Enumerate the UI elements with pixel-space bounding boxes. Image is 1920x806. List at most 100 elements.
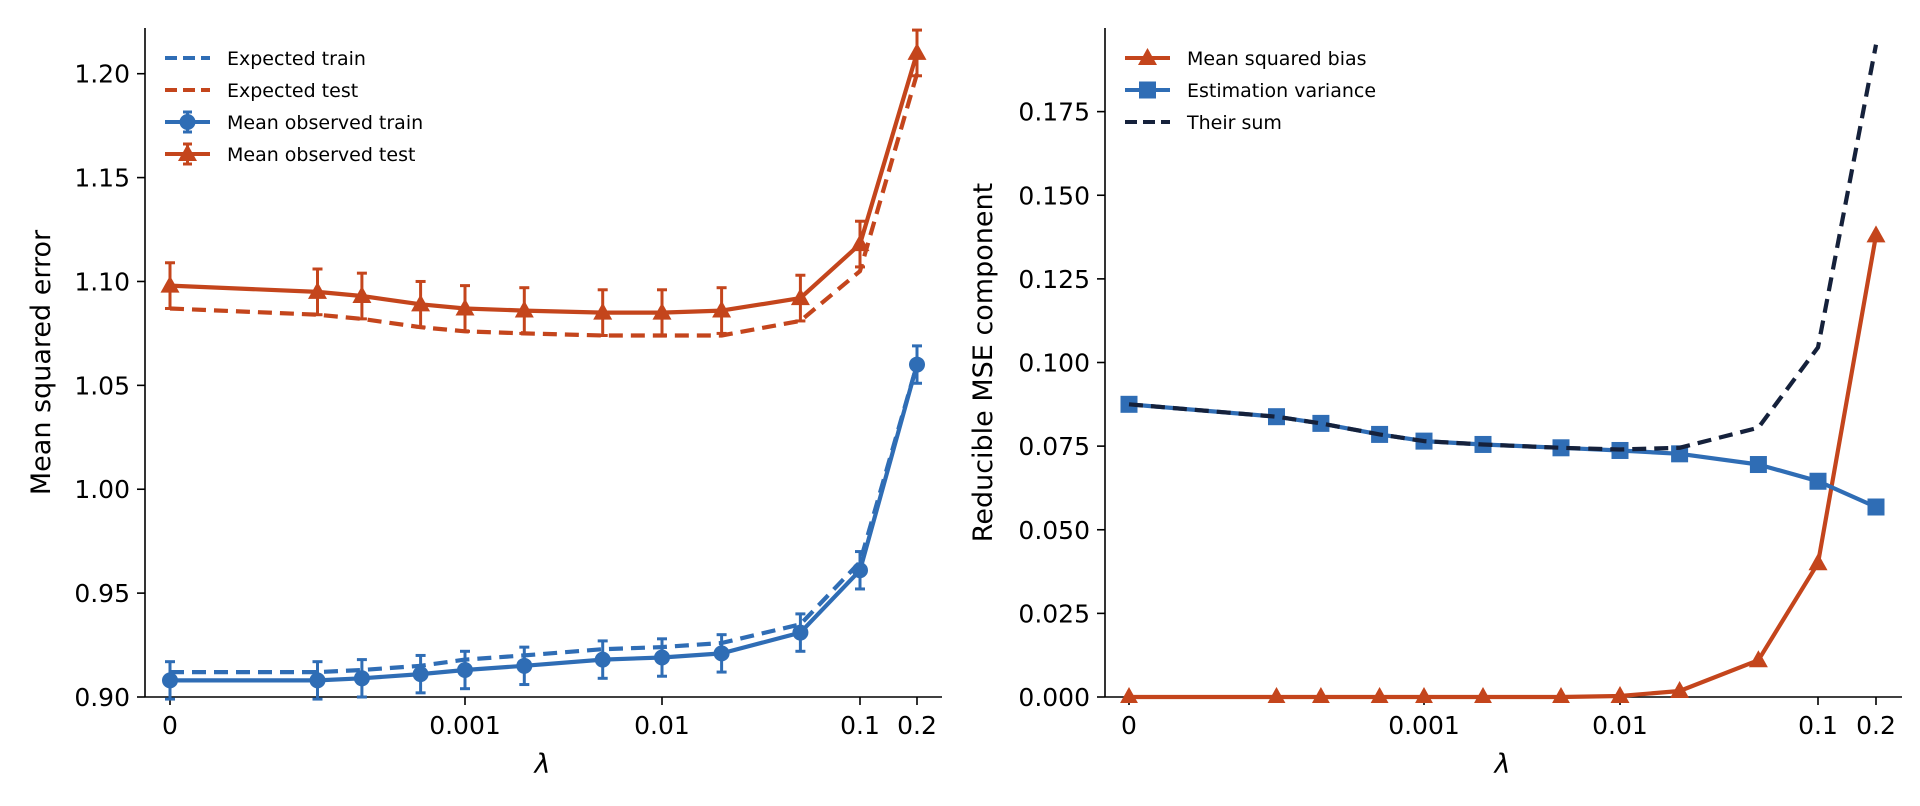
legend-marker: [179, 114, 196, 130]
data-point: [514, 300, 534, 318]
mse-panel: 0 0.001 0.01 0.1 0.2 0.90 0.95 1.00 1.05 1.10 1.15…: [26, 28, 942, 780]
legend: Expected train Expected test Mean observed…: [165, 48, 423, 166]
data-point: [160, 275, 180, 293]
data-point: [1671, 445, 1689, 463]
y-tick-label: 0.100: [1018, 349, 1090, 378]
y-tick-label: 0.150: [1018, 181, 1090, 210]
series-expected-test: [169, 73, 920, 338]
x-tick-label: 0: [1121, 711, 1137, 740]
y-tick-label: 0.000: [1018, 683, 1090, 712]
data-point: [1267, 687, 1286, 703]
legend-marker: [1138, 48, 1157, 65]
x-tick-label: 0.1: [840, 711, 880, 740]
legend-label: Expected train: [227, 48, 366, 70]
data-point: [411, 294, 431, 312]
data-point: [907, 42, 927, 60]
y-tick-label: 0.90: [74, 683, 130, 712]
data-point: [850, 234, 870, 252]
series-line: [169, 73, 920, 338]
data-point: [593, 302, 613, 320]
x-axis-label: λ: [533, 749, 551, 780]
data-point: [1311, 687, 1330, 703]
legend-label: Mean observed train: [227, 112, 423, 134]
data-point: [594, 651, 611, 668]
series-line: [1129, 235, 1879, 700]
plot-area: [1120, 44, 1886, 703]
series-estimation-variance: [1120, 395, 1885, 516]
data-point: [852, 562, 868, 579]
data-point: [652, 302, 672, 320]
y-axis-label: Mean squared error: [26, 229, 57, 495]
x-tick-label: 0.2: [1856, 711, 1896, 740]
series-line: [169, 52, 920, 315]
x-tick-label: 0.001: [429, 711, 501, 740]
data-point: [713, 645, 730, 662]
x-axis-label: λ: [1493, 749, 1511, 780]
x-tick-label: 0.01: [634, 711, 690, 740]
data-point: [1552, 687, 1570, 703]
data-point: [457, 661, 473, 678]
x-tick-label: 0.01: [1592, 711, 1648, 740]
data-point: [412, 666, 429, 683]
data-point: [1866, 225, 1886, 243]
data-point: [1809, 472, 1827, 490]
legend-label: Mean observed test: [227, 144, 415, 166]
series-line: [170, 364, 920, 675]
y-axis-label: Reducible MSE component: [968, 183, 999, 542]
y-tick-label: 0.175: [1018, 98, 1090, 127]
y-tick-label: 0.075: [1018, 432, 1090, 461]
legend-label: Mean squared bias: [1187, 48, 1367, 70]
series-their-sum: [1128, 44, 1879, 452]
data-point: [1474, 687, 1492, 703]
data-point: [1370, 687, 1389, 703]
legend-label: Expected test: [227, 80, 358, 102]
data-point: [790, 288, 810, 306]
legend: Mean squared bias Estimation variance Thei…: [1125, 48, 1376, 134]
data-point: [1670, 680, 1690, 698]
x-tick-label: 0: [162, 711, 178, 740]
x-tick-label: 0.2: [897, 711, 937, 740]
data-point: [1312, 414, 1330, 432]
data-point: [1268, 408, 1285, 426]
series-mean-squared-bias: [1120, 225, 1886, 703]
data-point: [1748, 650, 1768, 668]
y-tick-label: 1.05: [74, 371, 130, 400]
legend-marker: [1139, 81, 1156, 99]
legend-label: Their sum: [1186, 112, 1282, 134]
data-point: [162, 672, 178, 689]
data-point: [792, 624, 809, 641]
y-tick-label: 0.125: [1018, 265, 1090, 294]
legend-marker: [178, 144, 197, 161]
legend-label: Estimation variance: [1187, 80, 1376, 102]
data-point: [654, 649, 670, 666]
series-mean-observed-train: [162, 344, 925, 701]
series-expected-train: [170, 364, 920, 675]
series-line: [1128, 44, 1879, 452]
series-mean-observed-test: [160, 28, 927, 337]
data-point: [352, 286, 372, 304]
data-point: [1415, 687, 1433, 703]
y-tick-label: 1.00: [74, 475, 130, 504]
data-point: [516, 657, 533, 674]
data-point: [308, 281, 327, 299]
y-tick-label: 0.025: [1018, 599, 1090, 628]
data-point: [1610, 685, 1630, 703]
x-tick-label: 0.1: [1798, 711, 1838, 740]
data-point: [1749, 456, 1767, 474]
y-tick-label: 1.15: [74, 164, 130, 193]
data-point: [712, 300, 732, 318]
data-point: [455, 298, 475, 316]
plot-area: [160, 28, 927, 701]
data-point: [909, 356, 925, 373]
data-point: [1120, 687, 1138, 703]
data-point: [1552, 439, 1570, 457]
x-tick-label: 0.001: [1388, 711, 1460, 740]
y-tick-label: 1.10: [74, 267, 130, 296]
data-point: [1867, 498, 1885, 516]
y-tick-label: 0.95: [74, 579, 130, 608]
data-point: [309, 672, 326, 689]
y-tick-label: 1.20: [74, 60, 130, 89]
data-point: [353, 670, 370, 687]
y-tick-label: 0.050: [1018, 516, 1090, 545]
